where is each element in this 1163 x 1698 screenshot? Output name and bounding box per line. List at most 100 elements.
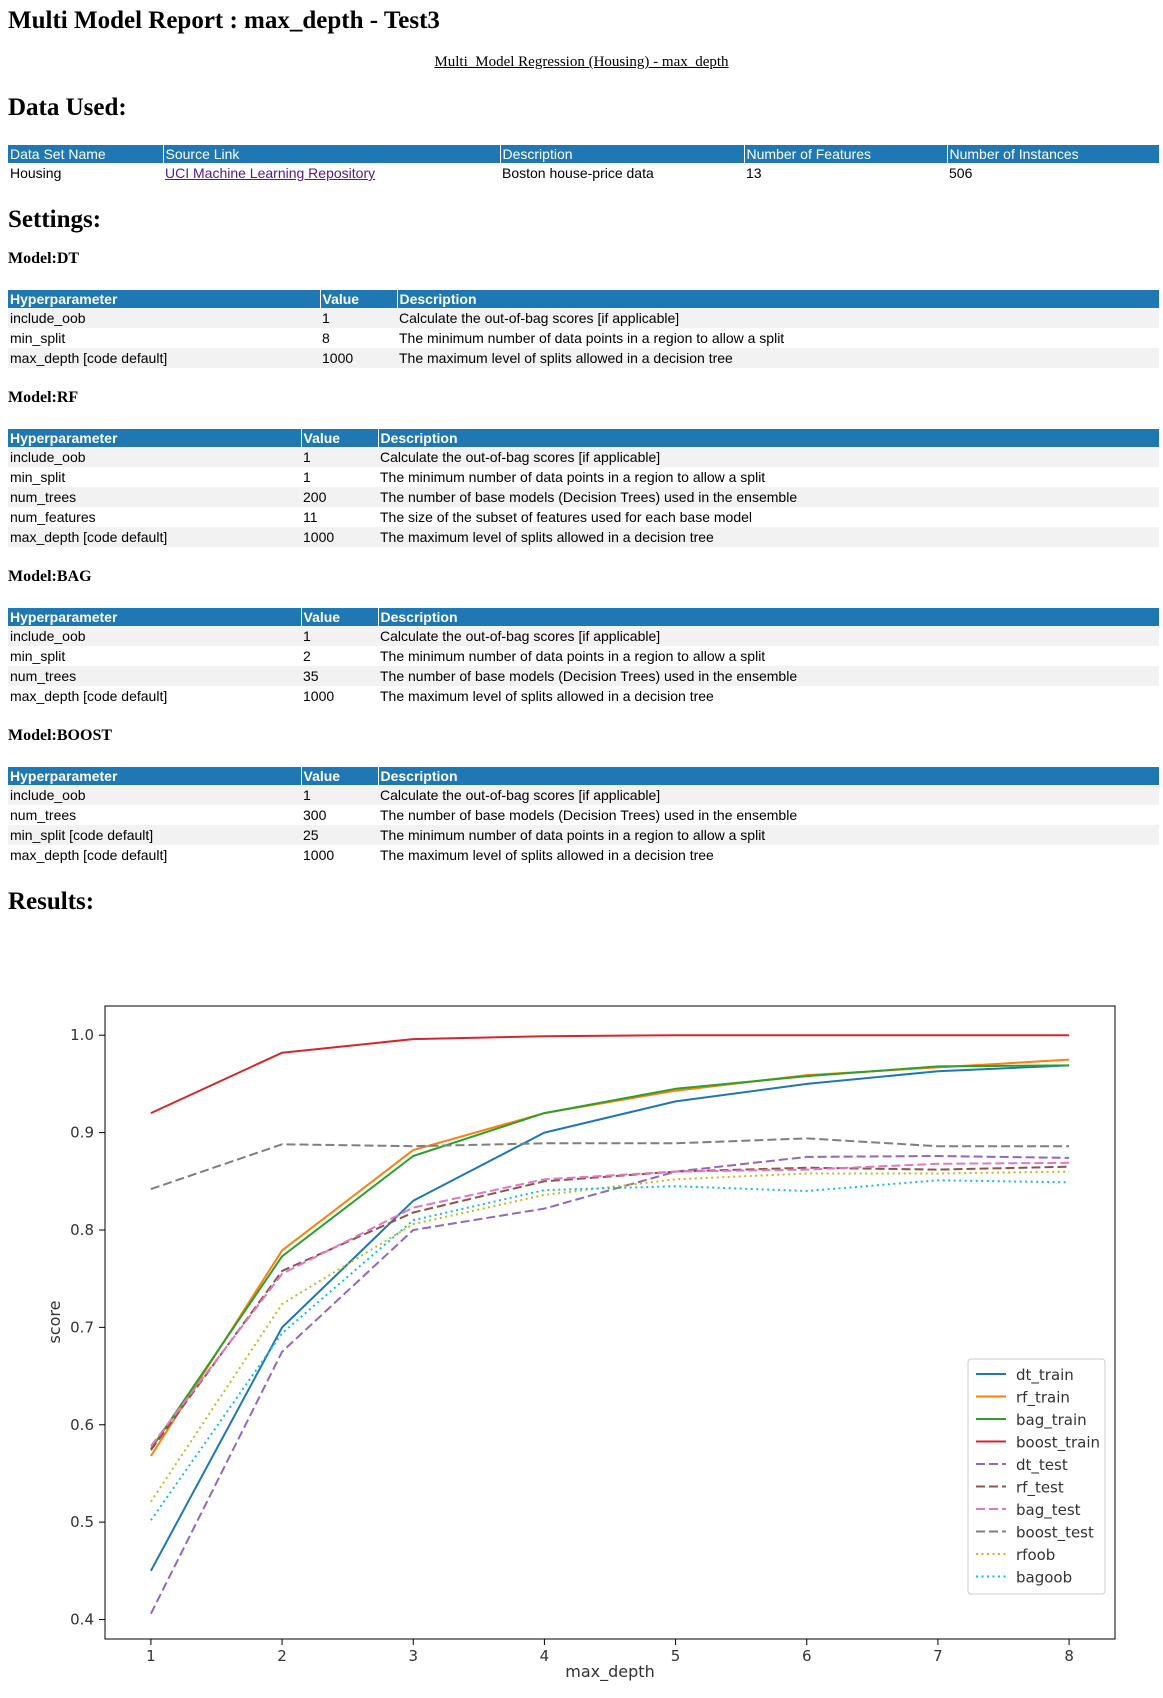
x-tick-label: 2 (277, 1647, 287, 1665)
source-link[interactable]: UCI Machine Learning Repository (165, 165, 376, 181)
hyperparameter-table: Hyperparameter Value Description include… (8, 429, 1159, 547)
table-header-row: Hyperparameter Value Description (8, 767, 1159, 785)
y-tick-label: 0.8 (70, 1221, 94, 1239)
value-cell: 1000 (301, 527, 378, 547)
column-header: Hyperparameter (8, 429, 301, 447)
desc-cell: The maximum level of splits allowed in a… (380, 688, 714, 704)
value-cell: 1000 (320, 348, 397, 368)
desc-cell: Calculate the out-of-bag scores [if appl… (378, 447, 1159, 467)
param-cell: min_split (10, 330, 66, 346)
data-used-heading: Data Used: (8, 94, 127, 121)
x-axis: 1 2 3 4 5 6 7 8 (146, 1639, 1074, 1665)
value-cell: 1 (301, 785, 378, 805)
param-cell: max_depth [code default] (8, 348, 320, 368)
y-tick-label: 0.9 (70, 1124, 94, 1142)
table-row: max_depth [code default] 1000 The maximum … (8, 686, 1159, 706)
table-row: min_split [code default] 25 The minimum nu… (8, 825, 1159, 845)
x-tick-label: 5 (671, 1647, 681, 1665)
series-line-rf-train (150, 1058, 1070, 1457)
param-cell: min_split (10, 469, 66, 485)
table-row: min_split 1 The minimum number of data poi… (8, 467, 1159, 487)
param-cell: num_trees (10, 807, 77, 823)
series-line-rf-test (150, 1165, 1070, 1451)
legend-label: bag_train (1016, 1411, 1087, 1430)
model-title: Model:BOOST (8, 727, 113, 744)
desc-cell: The minimum number of data points in a r… (399, 330, 785, 346)
results-line-chart: 1 2 3 4 5 6 7 8 0.4 0.5 0.6 0.7 0.8 0.9 1.0 max_depth… (45, 1005, 1116, 1682)
value-cell: 8 (322, 330, 330, 346)
param-cell: include_oob (8, 308, 320, 328)
subtitle-link[interactable]: Multi_Model Regression (Housing) - max_d… (434, 54, 729, 70)
table-row: max_depth [code default] 1000 The maximum … (8, 845, 1159, 865)
x-axis-label: max_depth (565, 1662, 654, 1682)
param-cell: include_oob (8, 447, 301, 467)
param-cell: include_oob (8, 626, 301, 646)
legend-box (967, 1358, 1106, 1595)
table-row: num_trees 300 The number of base models (D… (8, 805, 1159, 825)
dataset-name-cell: Housing (10, 165, 62, 181)
table-header-row: Hyperparameter Value Description (8, 608, 1159, 626)
description-cell: Boston house-price data (502, 165, 654, 181)
legend-label: rf_train (1016, 1389, 1070, 1408)
series-line-dt-train (150, 1064, 1070, 1572)
column-header: Description (377, 767, 1159, 785)
y-axis: 0.4 0.5 0.6 0.7 0.8 0.9 1.0 (70, 1026, 105, 1629)
column-header: Value (300, 767, 378, 785)
column-header: Hyperparameter (8, 608, 301, 626)
table-row: min_split 8 The minimum number of data poi… (8, 328, 1159, 348)
chart-legend: dt_train rf_train bag_train boost_train dt_t… (967, 1358, 1106, 1595)
value-cell: 1 (303, 469, 311, 485)
desc-cell: Calculate the out-of-bag scores [if appl… (378, 626, 1159, 646)
y-tick-label: 0.5 (70, 1513, 94, 1531)
desc-cell: The minimum number of data points in a r… (380, 648, 766, 664)
table-row: max_depth [code default] 1000 The maximum … (8, 348, 1159, 368)
legend-label: dt_train (1016, 1366, 1074, 1385)
param-cell: max_depth [code default] (8, 527, 301, 547)
series-layer (150, 1034, 1070, 1615)
column-header: Description (499, 145, 744, 163)
column-header: Hyperparameter (8, 290, 320, 308)
legend-label: boost_train (1016, 1434, 1100, 1453)
column-header: Number of Features (743, 145, 947, 163)
desc-cell: The maximum level of splits allowed in a… (378, 527, 1159, 547)
page-title: Multi Model Report : max_depth - Test3 (8, 7, 440, 34)
legend-label: rfoob (1016, 1546, 1055, 1564)
column-header: Source Link (162, 145, 500, 163)
desc-cell: Calculate the out-of-bag scores [if appl… (378, 785, 1159, 805)
x-tick-label: 8 (1064, 1647, 1074, 1665)
table-row: max_depth [code default] 1000 The maximum … (8, 527, 1159, 547)
hyperparameter-table: Hyperparameter Value Description include… (8, 290, 1159, 368)
value-cell: 35 (301, 666, 378, 686)
table-row: num_trees 200 The number of base models (D… (8, 487, 1159, 507)
param-cell: min_split [code default] (8, 825, 301, 845)
table-row: Housing UCI Machine Learning Repository … (8, 163, 1159, 183)
instances-cell: 506 (949, 165, 973, 181)
series-line-rfoob (150, 1170, 1070, 1503)
y-tick-label: 1.0 (70, 1026, 94, 1044)
desc-cell: The maximum level of splits allowed in a… (397, 348, 1159, 368)
column-header: Value (319, 290, 397, 308)
value-cell: 25 (301, 825, 378, 845)
value-cell: 1 (301, 447, 378, 467)
series-line-boost-test (150, 1137, 1070, 1191)
x-tick-label: 6 (802, 1647, 812, 1665)
series-line-bagoob (150, 1179, 1070, 1521)
x-tick-label: 4 (540, 1647, 550, 1665)
x-tick-label: 1 (146, 1647, 156, 1665)
desc-cell: Calculate the out-of-bag scores [if appl… (397, 308, 1159, 328)
x-tick-label: 7 (933, 1647, 943, 1665)
desc-cell: The size of the subset of features used … (380, 509, 752, 525)
column-header: Number of Instances (946, 145, 1159, 163)
column-header: Hyperparameter (8, 767, 301, 785)
param-cell: num_features (10, 509, 96, 525)
x-tick-label: 3 (408, 1647, 418, 1665)
table-row: include_oob 1 Calculate the out-of-bag sco… (8, 785, 1159, 805)
model-title: Model:DT (8, 250, 80, 267)
legend-label: bag_test (1016, 1501, 1081, 1520)
series-line-bag-train (150, 1064, 1070, 1450)
table-header-row: Data Set Name Source Link Description Nu… (8, 145, 1159, 163)
table-row: num_trees 35 The number of base models (De… (8, 666, 1159, 686)
legend-label: bagoob (1016, 1569, 1072, 1587)
series-line-dt-test (150, 1155, 1070, 1615)
table-header-row: Hyperparameter Value Description (8, 429, 1159, 447)
